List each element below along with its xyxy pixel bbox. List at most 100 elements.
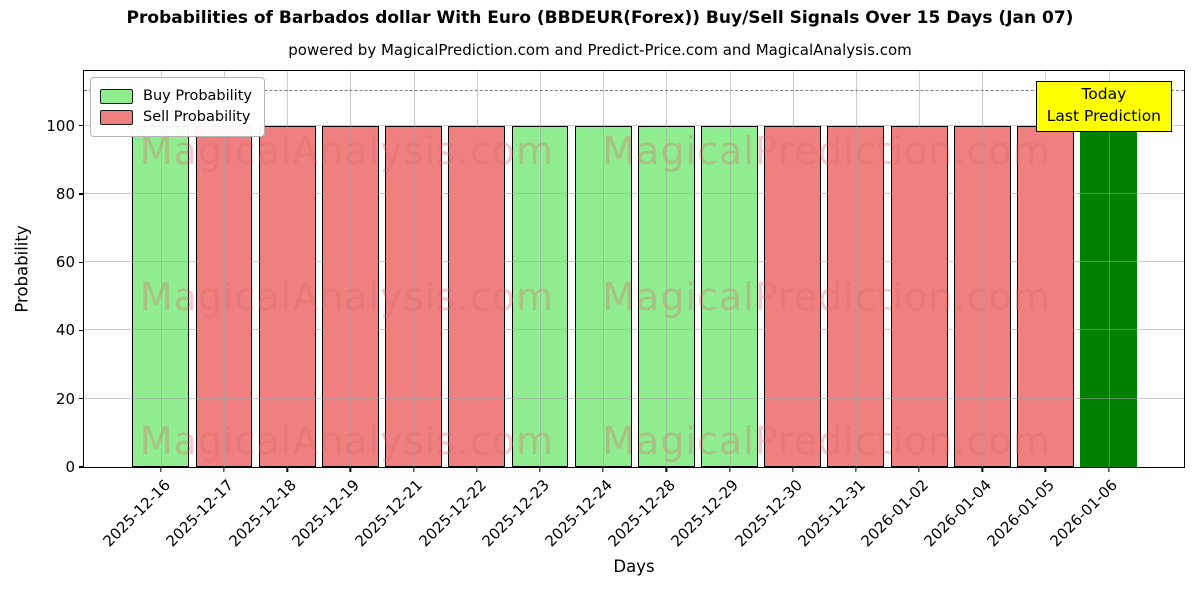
vertical-gridline: [539, 71, 541, 467]
x-tick-mark: [855, 467, 857, 472]
x-tick-mark: [286, 467, 288, 472]
chart-subtitle: powered by MagicalPrediction.com and Pre…: [288, 41, 912, 59]
bar-2025-12-18: [258, 125, 316, 467]
plot-area: MagicalAnalysis.com MagicalPrediction.com…: [46, 70, 1185, 550]
vertical-gridline: [919, 71, 921, 467]
x-tick-mark: [476, 467, 478, 472]
vertical-gridline: [287, 71, 289, 467]
x-tick-mark: [665, 467, 668, 472]
x-tick-label: 2025-12-23: [478, 476, 553, 551]
vertical-gridline: [413, 71, 415, 467]
x-tick-label: 2025-12-29: [667, 476, 743, 551]
bar-2025-12-31: [827, 125, 885, 467]
y-axis-label: Probability: [12, 225, 32, 313]
x-tick-label: 2025-12-24: [541, 476, 616, 551]
watermark-text: MagicalAnalysis.com: [139, 419, 555, 464]
x-tick-label: 2026-01-02: [857, 476, 932, 551]
x-tick-label: 2025-12-22: [415, 476, 490, 551]
x-tick-label: 2025-12-17: [162, 476, 237, 551]
horizontal-gridline: [84, 397, 1184, 399]
legend-label-buy: Buy Probability: [143, 88, 252, 104]
horizontal-gridline: [84, 261, 1184, 263]
bar-2025-12-24: [574, 125, 632, 467]
bar-2025-12-23: [511, 125, 569, 467]
watermark-text: MagicalAnalysis.com: [139, 274, 555, 319]
legend-label-sell: Sell Probability: [143, 108, 251, 125]
x-tick-label: 2025-12-18: [225, 476, 300, 551]
vertical-gridline: [1045, 71, 1047, 467]
x-tick-label: 2025-12-28: [604, 476, 680, 551]
y-tick-mark: [79, 193, 84, 195]
x-tick-mark: [539, 467, 541, 472]
chart-title: Probabilities of Barbados dollar With Eu…: [126, 8, 1074, 28]
y-tick-label: 0: [65, 458, 75, 476]
vertical-gridline: [792, 71, 794, 467]
x-tick-mark: [918, 467, 920, 472]
vertical-gridline: [1108, 71, 1110, 467]
x-tick-mark: [349, 467, 352, 472]
x-tick-label: 2025-12-31: [794, 476, 869, 551]
bar-2025-12-21: [385, 125, 443, 467]
y-tick-label: 40: [55, 321, 75, 340]
bar-2026-01-05: [1017, 125, 1074, 467]
watermark-text: MagicalPrediction.com: [602, 128, 1051, 173]
watermark-text: MagicalPrediction.com: [602, 274, 1051, 319]
x-tick-mark: [160, 467, 162, 472]
bar-2025-12-19: [322, 125, 379, 467]
vertical-gridline: [855, 71, 857, 467]
legend-item-sell: Sell Probability: [100, 108, 252, 127]
x-tick-label: 2026-01-04: [920, 476, 996, 551]
x-tick-mark: [412, 467, 415, 472]
x-tick-mark: [792, 467, 794, 472]
x-axis-label: Days: [613, 557, 655, 576]
legend-item-buy: Buy Probability: [100, 87, 252, 106]
y-tick-mark: [79, 329, 84, 332]
bar-2026-01-02: [890, 125, 948, 467]
y-tick-mark: [79, 466, 84, 468]
bar-2025-12-17: [195, 125, 253, 467]
x-tick-mark: [1107, 467, 1110, 472]
today-annotation: Today Last Prediction: [1035, 81, 1172, 133]
vertical-gridline: [224, 71, 226, 467]
bar-2026-01-06: [1080, 125, 1138, 467]
annotation-line1: Today: [1081, 85, 1127, 103]
legend: Buy Probability Sell Probability: [90, 77, 265, 137]
x-tick-label: 2025-12-21: [351, 476, 427, 551]
x-tick-label: 2025-12-16: [99, 476, 174, 551]
x-tick-label: 2025-12-30: [731, 476, 806, 551]
buy-color-swatch: [100, 88, 133, 104]
annotation-line2: Last Prediction: [1046, 106, 1161, 125]
vertical-gridline: [350, 71, 352, 467]
bar-2026-01-04: [953, 125, 1011, 467]
horizontal-gridline: [84, 124, 1184, 126]
y-tick-label: 20: [55, 389, 75, 408]
y-tick-mark: [79, 398, 84, 400]
horizontal-gridline: [84, 192, 1184, 194]
vertical-gridline: [729, 71, 731, 467]
x-tick-label: 2026-01-05: [983, 476, 1059, 551]
vertical-gridline: [603, 71, 605, 467]
x-tick-mark: [1044, 467, 1047, 472]
y-tick-mark: [79, 124, 84, 127]
x-tick-label: 2026-01-06: [1046, 476, 1122, 551]
x-tick-label: 2025-12-19: [288, 476, 364, 551]
x-tick-mark: [223, 467, 225, 472]
watermark-text: MagicalPrediction.com: [602, 419, 1051, 464]
y-tick-mark: [79, 261, 84, 263]
y-tick-label: 60: [55, 253, 75, 272]
x-tick-mark: [981, 467, 983, 472]
bar-2025-12-30: [764, 125, 822, 467]
vertical-gridline: [982, 71, 984, 467]
horizontal-gridline: [84, 329, 1184, 331]
sell-color-swatch: [100, 109, 133, 125]
y-tick-label: 80: [55, 184, 75, 203]
x-tick-mark: [728, 467, 731, 472]
bar-2025-12-28: [637, 125, 695, 467]
x-tick-mark: [602, 467, 604, 472]
vertical-gridline: [476, 71, 478, 467]
vertical-gridline: [666, 71, 668, 467]
y-tick-label: 100: [46, 116, 75, 135]
vertical-gridline: [160, 71, 162, 467]
threshold-dashed-line: [84, 90, 1184, 92]
